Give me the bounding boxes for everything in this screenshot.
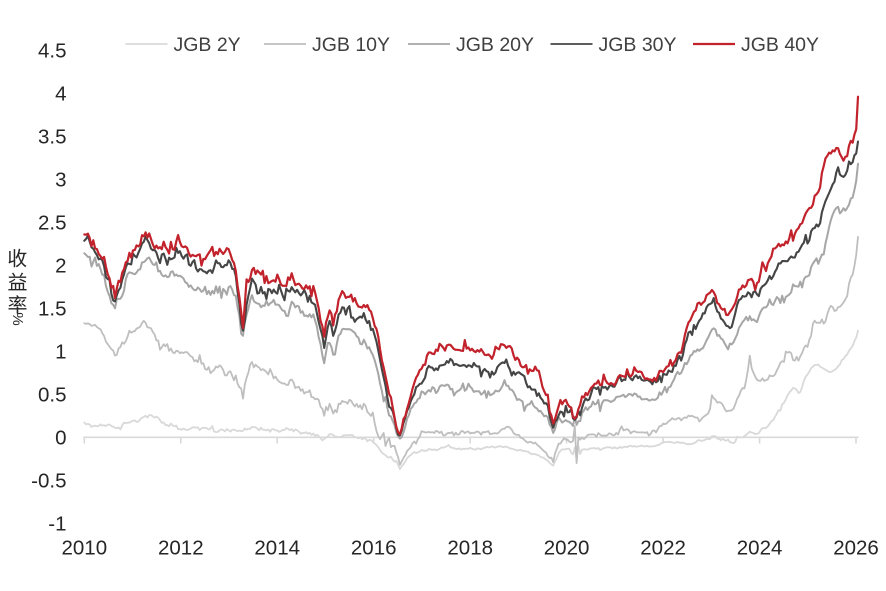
svg-text:2014: 2014 [254,537,300,560]
svg-text:JGB 20Y: JGB 20Y [456,34,534,56]
svg-text:JGB 2Y: JGB 2Y [174,34,241,56]
svg-text:2026: 2026 [833,537,879,560]
svg-text:-1: -1 [48,512,66,535]
svg-text:1.5: 1.5 [38,297,67,320]
svg-text:2: 2 [55,254,66,277]
svg-text:1: 1 [55,340,66,363]
svg-text:-0.5: -0.5 [31,469,66,492]
svg-text:2020: 2020 [544,537,590,560]
svg-text:2012: 2012 [158,537,204,560]
svg-text:JGB 40Y: JGB 40Y [741,34,819,56]
svg-text:2024: 2024 [737,537,783,560]
svg-text:JGB 30Y: JGB 30Y [599,34,677,56]
svg-text:3.5: 3.5 [38,125,67,148]
svg-text:JGB 10Y: JGB 10Y [312,34,390,56]
svg-text:0.5: 0.5 [38,383,67,406]
svg-text:%: % [9,312,26,325]
svg-text:4: 4 [55,82,66,105]
svg-text:4.5: 4.5 [38,39,67,62]
svg-text:2018: 2018 [447,537,493,560]
svg-text:2.5: 2.5 [38,211,67,234]
svg-text:3: 3 [55,168,66,191]
svg-text:0: 0 [55,426,66,449]
svg-text:2010: 2010 [61,537,107,560]
svg-text:2016: 2016 [351,537,397,560]
svg-text:2022: 2022 [640,537,686,560]
